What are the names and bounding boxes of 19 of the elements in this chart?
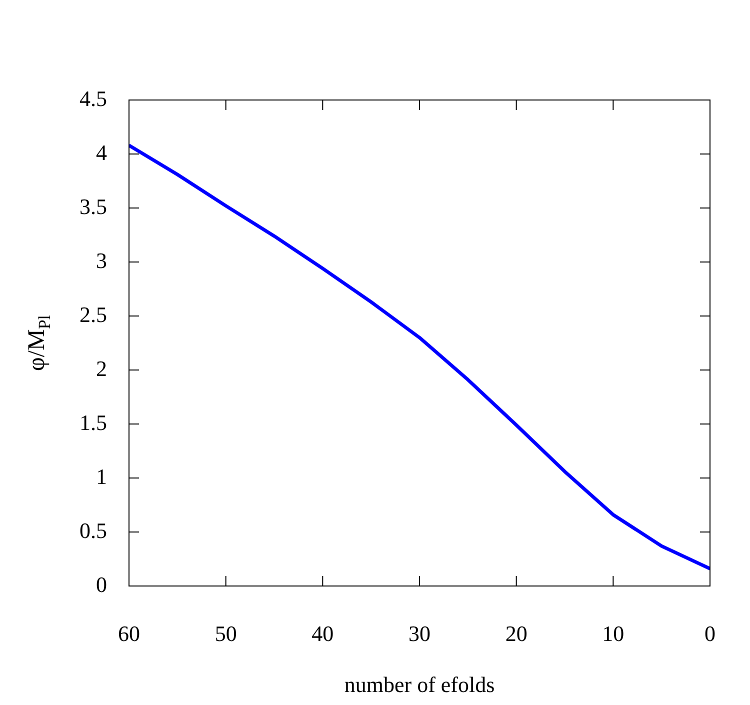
y-tick-label: 3 xyxy=(96,248,107,273)
y-tick-label: 0.5 xyxy=(80,518,107,543)
y-tick-label: 4 xyxy=(96,140,107,165)
y-tick-label: 3.5 xyxy=(80,194,107,219)
x-tick-label: 0 xyxy=(704,620,716,646)
x-tick-label: 40 xyxy=(312,620,334,646)
x-tick-label: 50 xyxy=(214,620,237,646)
y-axis-title: φ/MPl xyxy=(24,314,54,372)
y-tick-label: 2.5 xyxy=(80,302,107,327)
x-tick-label: 60 xyxy=(118,620,140,646)
y-tick-label: 1.5 xyxy=(80,410,107,435)
x-tick-label: 20 xyxy=(505,620,528,646)
x-axis-title: number of efolds xyxy=(344,672,495,697)
x-tick-label: 30 xyxy=(408,620,430,646)
y-tick-label: 2 xyxy=(96,356,107,381)
y-tick-label: 0 xyxy=(96,572,107,597)
y-tick-label: 1 xyxy=(96,464,107,489)
y-tick-label: 4.5 xyxy=(80,86,107,111)
x-tick-label: 10 xyxy=(602,620,624,646)
